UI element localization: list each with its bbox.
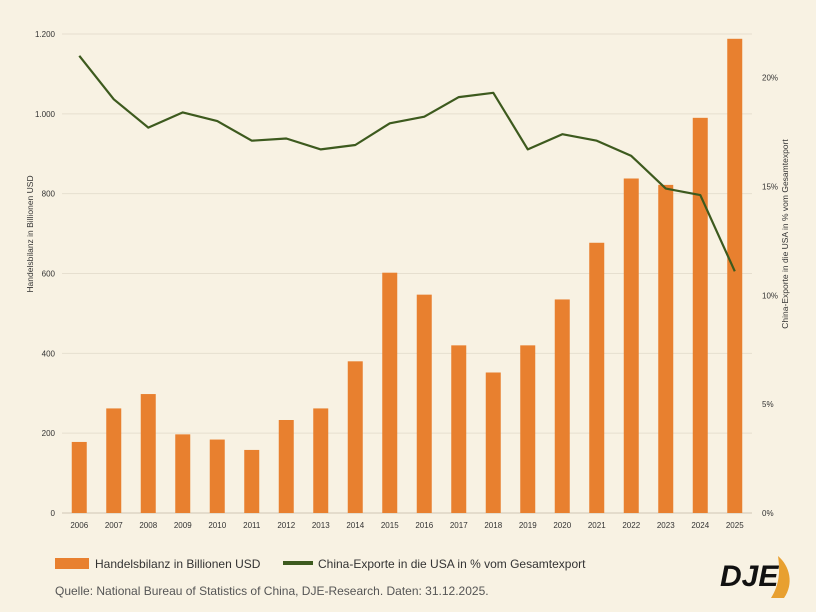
source-note: Quelle: National Bureau of Statistics of…: [55, 584, 489, 598]
x-tick-label: 2025: [726, 521, 744, 530]
bar: [416, 294, 432, 513]
legend-swatch-bars: [55, 558, 89, 569]
y-tick-label: 200: [42, 429, 56, 438]
x-tick-label: 2017: [450, 521, 468, 530]
x-tick-label: 2006: [70, 521, 88, 530]
series-line: [78, 55, 736, 272]
y2-tick-label: 20%: [762, 74, 778, 83]
bar: [623, 178, 639, 513]
bar: [313, 408, 329, 513]
x-tick-label: 2013: [312, 521, 330, 530]
dje-logo: DJE: [720, 556, 790, 598]
x-tick-label: 2010: [208, 521, 226, 530]
x-tick-label: 2015: [381, 521, 399, 530]
left-axis-ticks: 0 200 400 600 800 1.000 1.200: [35, 30, 56, 518]
bar: [209, 439, 225, 513]
legend-swatch-line: [283, 561, 313, 565]
y-tick-label: 800: [42, 190, 56, 199]
bar: [278, 419, 294, 513]
bar: [140, 394, 156, 513]
bar: [520, 345, 536, 513]
x-tick-label: 2023: [657, 521, 675, 530]
y-tick-label: 1.000: [35, 110, 56, 119]
x-tick-label: 2019: [519, 521, 537, 530]
bar: [106, 408, 122, 513]
line-series: [78, 55, 736, 272]
logo-sail-icon: [771, 556, 790, 598]
bar: [485, 372, 501, 513]
right-axis-ticks: 0% 5% 10% 15% 20%: [762, 74, 778, 518]
bar: [589, 242, 605, 513]
y-tick-label: 1.200: [35, 30, 56, 39]
x-tick-label: 2012: [277, 521, 295, 530]
y-tick-label: 400: [42, 349, 56, 358]
bar: [451, 345, 467, 513]
grid-lines: [62, 33, 752, 514]
x-tick-label: 2016: [415, 521, 433, 530]
bar: [727, 38, 743, 513]
bar: [71, 441, 87, 513]
bar: [692, 117, 708, 513]
bar: [382, 272, 398, 513]
y-tick-label: 0: [51, 509, 56, 518]
x-tick-label: 2021: [588, 521, 606, 530]
x-tick-label: 2008: [139, 521, 157, 530]
y-tick-label: 600: [42, 270, 56, 279]
logo-text: DJE: [720, 560, 779, 593]
x-tick-label: 2018: [484, 521, 502, 530]
x-tick-label: 2009: [174, 521, 192, 530]
legend: Handelsbilanz in Billionen USD China-Exp…: [55, 557, 586, 571]
legend-label-bars: Handelsbilanz in Billionen USD: [95, 557, 261, 571]
x-tick-label: 2011: [243, 521, 261, 530]
x-tick-label: 2022: [622, 521, 640, 530]
bar-series: [71, 38, 743, 513]
bar: [175, 434, 191, 513]
x-tick-label: 2014: [346, 521, 364, 530]
y2-tick-label: 5%: [762, 400, 774, 409]
x-tick-label: 2007: [105, 521, 123, 530]
y2-tick-label: 10%: [762, 291, 778, 300]
bar: [244, 449, 260, 513]
x-axis-ticks: 2006 2007 2008 2009 2010 2011 2012 2013 2014 2015…: [70, 521, 744, 530]
x-tick-label: 2020: [553, 521, 571, 530]
y2-tick-label: 15%: [762, 182, 778, 191]
bar: [658, 184, 674, 513]
y-axis-title: Handelsbilanz in Billionen USD: [25, 175, 35, 292]
y2-axis-title: China-Exporte in die USA in % vom Gesamt…: [780, 139, 790, 329]
legend-label-line: China-Exporte in die USA in % vom Gesamt…: [318, 557, 586, 571]
x-tick-label: 2024: [691, 521, 709, 530]
bar: [347, 361, 363, 513]
bar: [554, 299, 570, 513]
y2-tick-label: 0%: [762, 509, 774, 518]
